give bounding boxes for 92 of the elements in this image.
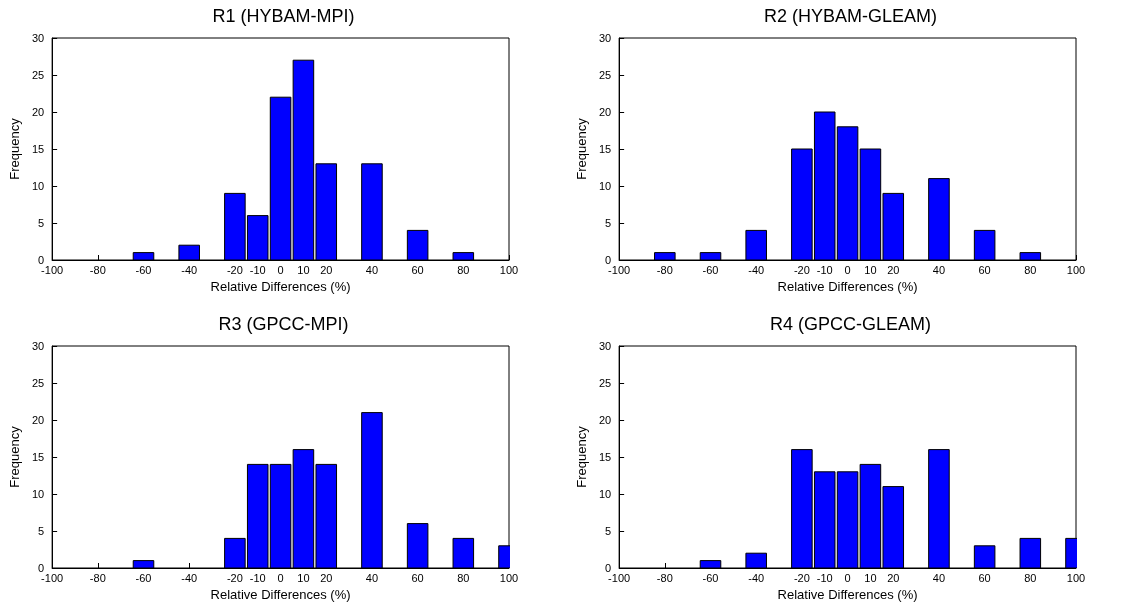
chart-title: R1 (HYBAM-MPI)	[212, 6, 355, 26]
y-tick-label: 15	[31, 451, 45, 463]
x-tick-label: 80	[1024, 571, 1037, 584]
y-tick-label: 10	[598, 180, 612, 192]
x-tick-label: -20	[226, 263, 243, 276]
x-tick-label: 40	[932, 571, 946, 584]
x-tick-label: -100	[41, 571, 64, 584]
x-tick-label: 100	[499, 263, 519, 276]
y-tick-label: 25	[31, 69, 45, 81]
y-tick-label: 5	[605, 525, 612, 537]
x-tick-label: -10	[249, 263, 266, 276]
y-tick-label: 0	[605, 562, 612, 574]
x-tick-label: 10	[864, 263, 877, 276]
y-tick-label: 0	[38, 562, 45, 574]
x-tick-label: -40	[748, 263, 765, 276]
y-tick-label: 5	[38, 525, 45, 537]
x-tick-label: 10	[297, 571, 310, 584]
y-tick-label: 25	[598, 377, 612, 389]
x-tick-label: 40	[365, 263, 379, 276]
x-tick-label: 40	[932, 263, 946, 276]
y-axis-title: Frequency	[7, 117, 22, 180]
x-tick-label: -40	[181, 571, 198, 584]
y-tick-label: 15	[31, 143, 45, 155]
x-tick-label: -100	[41, 263, 64, 276]
x-tick-label: 0	[844, 571, 851, 584]
x-tick-label: 60	[411, 263, 424, 276]
x-tick-label: -80	[656, 571, 673, 584]
chart-title: R3 (GPCC-MPI)	[218, 314, 349, 334]
x-tick-label: 100	[499, 571, 519, 584]
x-tick-label: 100	[1066, 571, 1086, 584]
x-axis-title: Relative Differences (%)	[210, 279, 351, 294]
y-tick-label: 10	[31, 488, 45, 500]
y-tick-label: 10	[598, 488, 612, 500]
x-tick-label: 80	[457, 263, 470, 276]
x-tick-label: -60	[702, 263, 719, 276]
x-tick-label: 0	[277, 263, 284, 276]
x-tick-label: -80	[89, 263, 106, 276]
x-tick-label: 20	[320, 571, 333, 584]
x-tick-label: -40	[748, 571, 765, 584]
y-axis-title: Frequency	[574, 117, 589, 180]
y-tick-label: 5	[605, 217, 612, 229]
y-tick-label: 30	[598, 32, 612, 44]
x-tick-label: -80	[656, 263, 673, 276]
x-tick-label: -60	[135, 263, 152, 276]
y-tick-label: 25	[31, 377, 45, 389]
y-tick-label: 15	[598, 143, 612, 155]
x-tick-label: 10	[864, 571, 877, 584]
x-tick-label: -10	[816, 571, 833, 584]
x-tick-label: 20	[320, 263, 333, 276]
chart-title: R4 (GPCC-GLEAM)	[769, 314, 932, 334]
y-tick-label: 20	[31, 414, 45, 426]
x-tick-label: 20	[887, 263, 900, 276]
y-tick-label: 30	[31, 340, 45, 352]
y-tick-label: 25	[598, 69, 612, 81]
x-tick-label: 80	[1024, 263, 1037, 276]
x-tick-label: 80	[457, 571, 470, 584]
y-tick-label: 20	[598, 106, 612, 118]
y-tick-label: 15	[598, 451, 612, 463]
x-tick-label: -10	[249, 571, 266, 584]
y-tick-label: 0	[605, 254, 612, 266]
x-tick-label: 100	[1066, 263, 1086, 276]
x-tick-label: 0	[844, 263, 851, 276]
x-axis-title: Relative Differences (%)	[210, 587, 351, 602]
y-tick-label: 5	[38, 217, 45, 229]
x-tick-label: -100	[608, 571, 631, 584]
x-tick-label: 20	[887, 571, 900, 584]
x-tick-label: -100	[608, 263, 631, 276]
x-tick-label: -40	[181, 263, 198, 276]
x-axis-title: Relative Differences (%)	[777, 587, 918, 602]
x-tick-label: 60	[978, 263, 991, 276]
x-tick-label: -20	[793, 263, 810, 276]
x-tick-label: -60	[702, 571, 719, 584]
x-tick-label: -60	[135, 571, 152, 584]
x-tick-label: -10	[816, 263, 833, 276]
y-tick-label: 0	[38, 254, 45, 266]
y-tick-label: 10	[31, 180, 45, 192]
x-tick-label: -80	[89, 571, 106, 584]
x-tick-label: -20	[793, 571, 810, 584]
y-tick-label: 20	[598, 414, 612, 426]
x-tick-label: 40	[365, 571, 379, 584]
x-tick-label: 0	[277, 571, 284, 584]
y-tick-label: 30	[31, 32, 45, 44]
chart-title: R2 (HYBAM-GLEAM)	[763, 6, 938, 26]
y-tick-label: 30	[598, 340, 612, 352]
x-tick-label: 10	[297, 263, 310, 276]
x-tick-label: 60	[411, 571, 424, 584]
y-axis-title: Frequency	[7, 425, 22, 488]
y-axis-title: Frequency	[574, 425, 589, 488]
x-tick-label: -20	[226, 571, 243, 584]
x-axis-title: Relative Differences (%)	[777, 279, 918, 294]
y-tick-label: 20	[31, 106, 45, 118]
x-tick-label: 60	[978, 571, 991, 584]
